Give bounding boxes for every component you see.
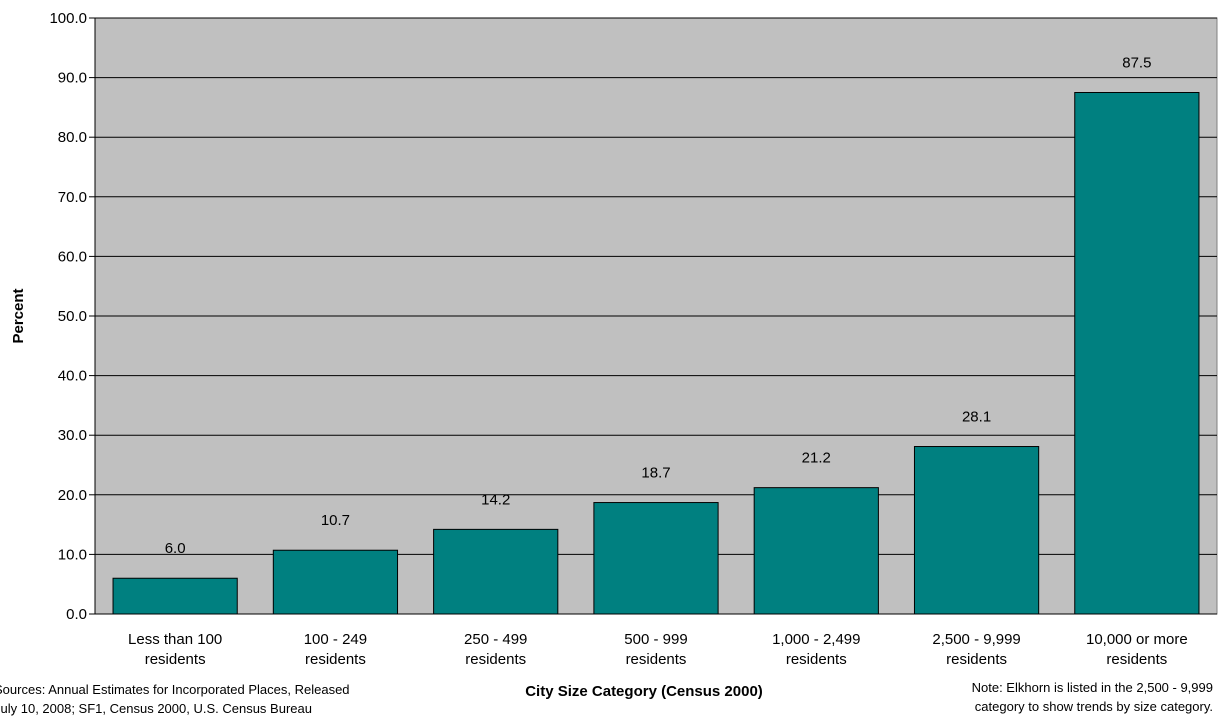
data-label: 18.7	[641, 465, 670, 482]
data-label: 6.0	[165, 540, 186, 557]
y-tick-label: 100.0	[49, 10, 87, 27]
y-tick-label: 80.0	[58, 129, 87, 146]
sources-note-line-1: Sources: Annual Estimates for Incorporat…	[0, 682, 350, 697]
data-label: 10.7	[321, 512, 350, 529]
bar	[593, 502, 719, 615]
x-category-label: 1,000 - 2,499	[772, 631, 860, 648]
data-label: 21.2	[802, 450, 831, 467]
y-axis-ticks: 0.0 10.0 20.0 30.0 40.0 50.0 60.0 70.0 80.0 90.0 1…	[49, 10, 1217, 623]
x-category-label: 10,000 or more	[1086, 631, 1188, 648]
x-axis-title: City Size Category (Census 2000)	[525, 683, 763, 700]
bar	[112, 577, 238, 615]
y-tick-label: 40.0	[58, 368, 87, 385]
y-tick-label: 10.0	[58, 546, 87, 563]
x-category-label: residents	[1106, 651, 1167, 668]
y-tick-label: 0.0	[66, 606, 87, 623]
y-tick-label: 60.0	[58, 248, 87, 265]
x-axis-categories: Less than 100 residents 100 - 249 residents…	[128, 631, 1188, 668]
y-tick-label: 30.0	[58, 427, 87, 444]
bar	[272, 549, 399, 615]
y-tick-label: 50.0	[58, 308, 87, 325]
x-category-label: 500 - 999	[624, 631, 687, 648]
data-label: 87.5	[1122, 55, 1151, 72]
x-category-label: 2,500 - 9,999	[932, 631, 1020, 648]
y-axis-title: Percent	[10, 288, 27, 343]
y-tick-label: 20.0	[58, 487, 87, 504]
bar	[753, 487, 879, 615]
x-category-label: Less than 100	[128, 631, 222, 648]
x-category-label: 250 - 499	[464, 631, 527, 648]
x-category-label: residents	[465, 651, 526, 668]
x-category-label: residents	[305, 651, 366, 668]
footnote-line-2: category to show trends by size category…	[975, 699, 1213, 714]
x-category-label: residents	[946, 651, 1007, 668]
bar	[913, 446, 1040, 615]
footnote-line-1: Note: Elkhorn is listed in the 2,500 - 9…	[972, 680, 1213, 695]
bars: 6.0 10.7 14.2 18.7 21.2 28.1 87.5	[112, 55, 1200, 615]
data-label: 14.2	[481, 491, 510, 508]
x-category-label: residents	[626, 651, 687, 668]
bar	[433, 528, 559, 615]
bar	[1074, 92, 1200, 615]
x-category-label: residents	[145, 651, 206, 668]
data-label: 28.1	[962, 409, 991, 426]
sources-note-line-2: July 10, 2008; SF1, Census 2000, U.S. Ce…	[0, 701, 312, 716]
y-tick-label: 70.0	[58, 189, 87, 206]
x-category-label: residents	[786, 651, 847, 668]
y-tick-label: 90.0	[58, 70, 87, 87]
x-category-label: 100 - 249	[304, 631, 367, 648]
